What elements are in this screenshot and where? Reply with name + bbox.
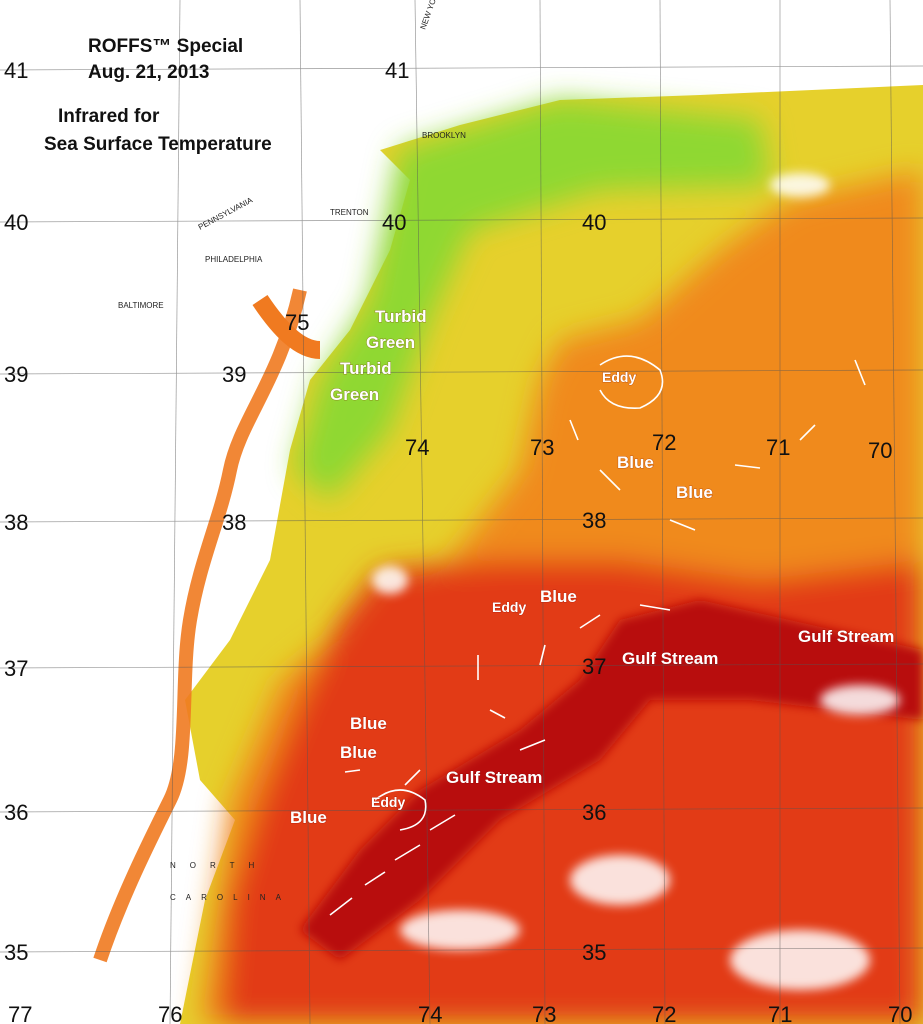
latitude-label: 40: [4, 210, 28, 235]
annotation: Blue: [676, 483, 713, 502]
latitude-label: 36: [4, 800, 28, 825]
longitude-label: 77: [8, 1002, 32, 1024]
latitude-label: 38: [222, 510, 246, 535]
longitude-label: 74: [418, 1002, 442, 1024]
title-line: Aug. 21, 2013: [88, 62, 209, 83]
annotation: Eddy: [492, 599, 526, 615]
annotation: Blue: [617, 453, 654, 472]
map-label: BALTIMORE: [118, 301, 164, 310]
map-label: CAROLINA: [170, 893, 291, 902]
annotation: Green: [330, 385, 379, 404]
annotation: Gulf Stream: [446, 768, 542, 787]
annotation: Blue: [350, 714, 387, 733]
annotation: Blue: [540, 587, 577, 606]
latitude-label: 40: [382, 210, 406, 235]
annotation: Turbid: [375, 307, 427, 326]
latitude-label: 38: [582, 508, 606, 533]
latitude-label: 37: [4, 656, 28, 681]
latitude-label: 35: [582, 940, 606, 965]
longitude-label: 71: [766, 435, 790, 460]
latitude-label: 38: [4, 510, 28, 535]
annotation: Blue: [340, 743, 377, 762]
current-arrows: [329, 355, 866, 916]
latitude-label: 37: [582, 654, 606, 679]
subtitle-line: Sea Surface Temperature: [44, 134, 272, 155]
latitude-label: 36: [582, 800, 606, 825]
annotation: Turbid: [340, 359, 392, 378]
map-label: PHILADELPHIA: [205, 255, 263, 264]
longitude-label: 73: [530, 435, 554, 460]
longitude-label: 70: [868, 438, 892, 463]
longitude-label: 75: [285, 310, 309, 335]
map-label: BROOKLYN: [422, 131, 466, 140]
annotation: Eddy: [602, 369, 636, 385]
latitude-label: 41: [385, 58, 409, 83]
annotation: Eddy: [371, 794, 405, 810]
subtitle-line: Infrared for: [58, 106, 160, 127]
annotation: Blue: [290, 808, 327, 827]
longitude-label: 76: [158, 1002, 182, 1024]
title-line: ROFFS™ Special: [88, 36, 243, 57]
latitude-label: 40: [582, 210, 606, 235]
latitude-label: 35: [4, 940, 28, 965]
latitude-label: 39: [4, 362, 28, 387]
longitude-label: 72: [652, 1002, 676, 1024]
map-label: NORTH: [170, 861, 268, 870]
latitude-label: 39: [222, 362, 246, 387]
latitude-label: 41: [4, 58, 28, 83]
longitude-label: 71: [768, 1002, 792, 1024]
longitude-label: 74: [405, 435, 429, 460]
longitude-label: 70: [888, 1002, 912, 1024]
map-label: TRENTON: [330, 208, 369, 217]
annotation: Green: [366, 333, 415, 352]
annotation: Gulf Stream: [798, 627, 894, 646]
longitude-label: 72: [652, 430, 676, 455]
annotation: Gulf Stream: [622, 649, 718, 668]
longitude-label: 73: [532, 1002, 556, 1024]
